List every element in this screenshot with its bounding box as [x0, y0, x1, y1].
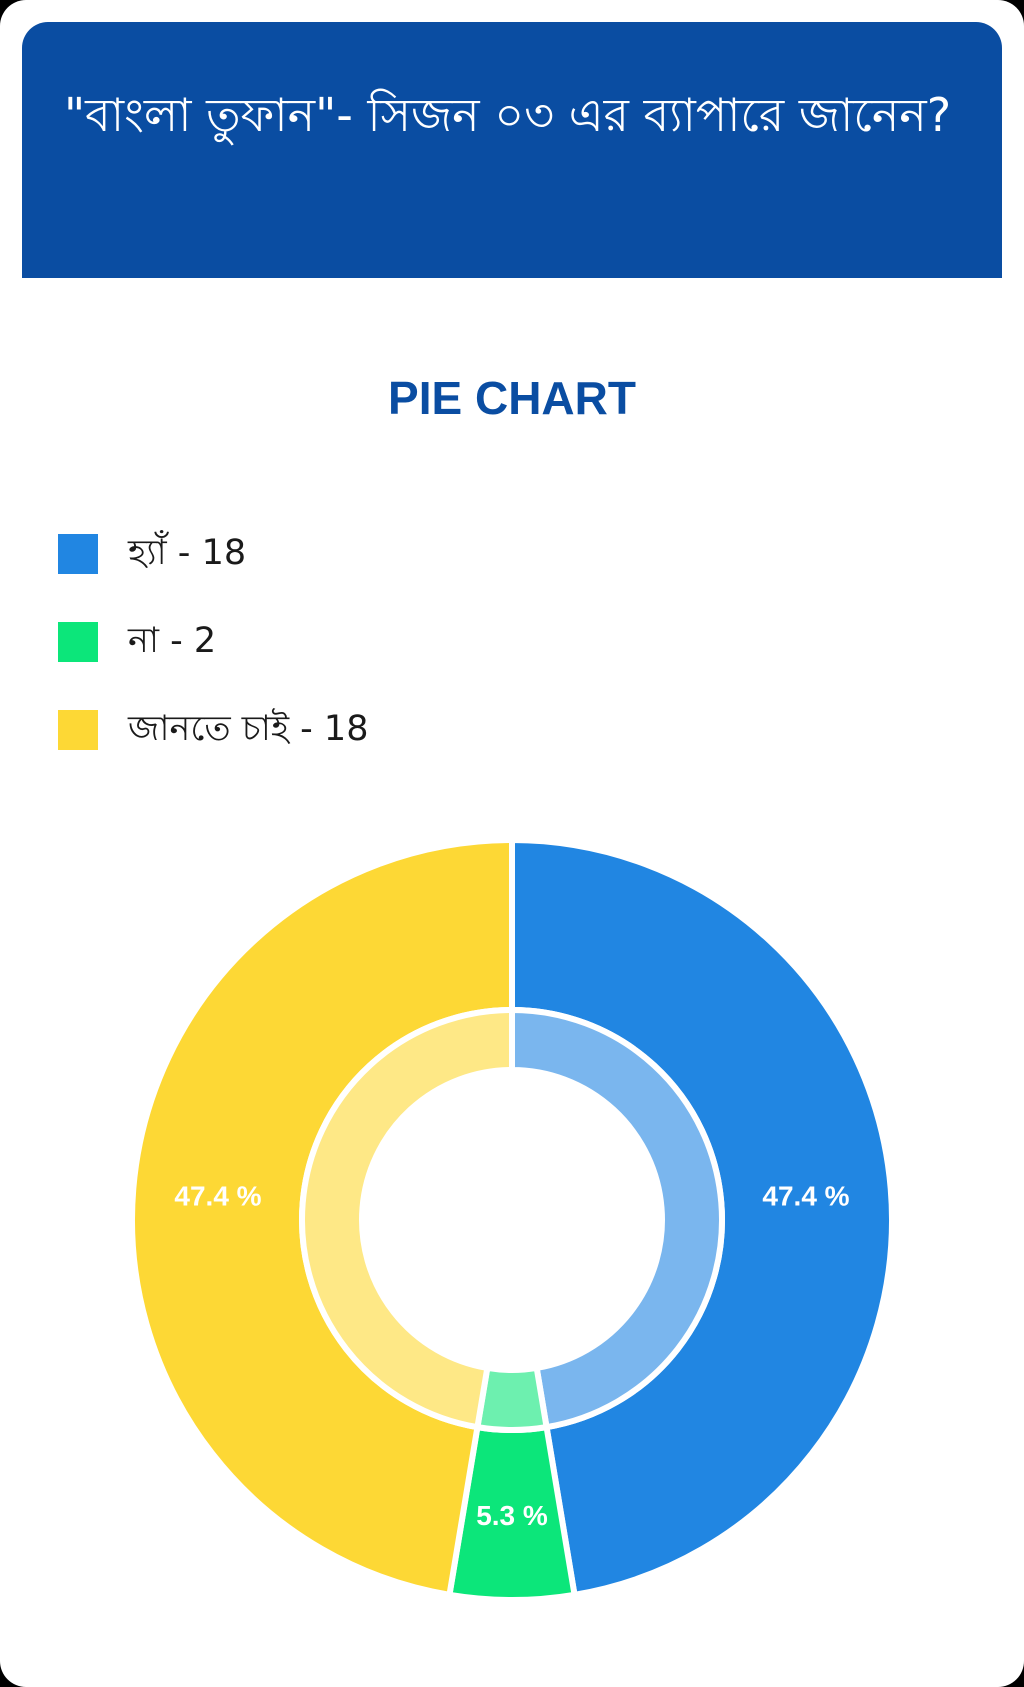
legend-label-want-to-know: জানতে চাই - 18	[128, 709, 369, 749]
slice-percent-label-yes: 47.4 %	[762, 1181, 849, 1212]
chart-title: PIE CHART	[388, 372, 636, 424]
legend-swatch-yes	[58, 534, 98, 574]
pie-slice-yes[interactable]	[509, 837, 896, 1598]
legend-label-yes: হ্যাঁ - 18	[128, 533, 247, 573]
slice-percent-label-no: 5.3 %	[476, 1500, 548, 1531]
legend-swatch-no	[58, 622, 98, 662]
pie-slice-no[interactable]	[446, 1364, 578, 1604]
question-header: "বাংলা তুফান"- সিজন ০৩ এর ব্যাপারে জানেন…	[22, 22, 1002, 278]
question-title: "বাংলা তুফান"- সিজন ০৩ এর ব্যাপারে জানেন…	[64, 88, 952, 142]
slice-percent-label-want-to-know: 47.4 %	[174, 1181, 261, 1212]
pie-slice-inner-want-to-know[interactable]	[299, 1007, 515, 1431]
pie-slice-inner-yes[interactable]	[509, 1007, 725, 1431]
pie-slice-want-to-know[interactable]	[128, 837, 515, 1598]
legend-label-no: না - 2	[128, 621, 217, 661]
legend-swatch-want-to-know	[58, 710, 98, 750]
